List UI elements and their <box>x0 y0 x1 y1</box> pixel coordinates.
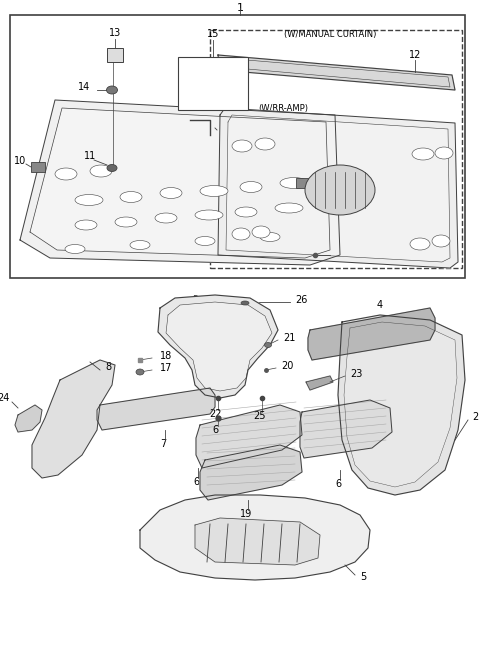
Text: 21: 21 <box>283 333 295 343</box>
Ellipse shape <box>65 244 85 253</box>
Ellipse shape <box>107 86 118 94</box>
Text: 26: 26 <box>295 295 307 305</box>
Ellipse shape <box>275 203 303 213</box>
Text: (W/RR-AMP): (W/RR-AMP) <box>258 103 308 112</box>
Ellipse shape <box>435 147 453 159</box>
Ellipse shape <box>241 301 249 305</box>
Polygon shape <box>15 405 42 432</box>
Text: 24: 24 <box>0 393 10 403</box>
Polygon shape <box>196 405 302 468</box>
Ellipse shape <box>55 168 77 180</box>
Ellipse shape <box>232 228 250 240</box>
Text: 18: 18 <box>160 351 172 361</box>
Polygon shape <box>200 445 302 500</box>
Ellipse shape <box>195 210 223 220</box>
Ellipse shape <box>252 226 270 238</box>
Text: 15: 15 <box>207 29 219 39</box>
Text: 25: 25 <box>254 411 266 421</box>
Text: 2: 2 <box>472 412 478 422</box>
Ellipse shape <box>305 165 375 215</box>
Text: 22: 22 <box>209 409 221 419</box>
Text: 11: 11 <box>84 151 96 161</box>
Ellipse shape <box>432 235 450 247</box>
Ellipse shape <box>90 165 112 177</box>
Text: 6: 6 <box>335 479 341 489</box>
Ellipse shape <box>160 187 182 199</box>
Polygon shape <box>306 376 333 390</box>
Text: 8: 8 <box>105 362 111 372</box>
Bar <box>178 57 248 110</box>
Polygon shape <box>20 100 340 265</box>
Polygon shape <box>226 115 450 262</box>
Polygon shape <box>32 360 115 478</box>
Ellipse shape <box>260 232 280 242</box>
Ellipse shape <box>200 185 228 197</box>
Ellipse shape <box>410 238 430 250</box>
Polygon shape <box>344 322 457 487</box>
Text: 3: 3 <box>192 295 198 305</box>
Text: 9: 9 <box>336 247 342 257</box>
Text: 19: 19 <box>240 509 252 519</box>
Polygon shape <box>30 108 330 258</box>
Ellipse shape <box>107 165 117 172</box>
Text: 10: 10 <box>14 156 26 166</box>
Ellipse shape <box>155 213 177 223</box>
Bar <box>10 15 465 278</box>
Bar <box>31 162 45 172</box>
Bar <box>296 178 310 188</box>
Text: 12: 12 <box>409 50 421 60</box>
Polygon shape <box>308 308 435 360</box>
Ellipse shape <box>75 220 97 230</box>
Ellipse shape <box>136 369 144 375</box>
Text: 6: 6 <box>212 425 218 435</box>
Polygon shape <box>166 302 272 391</box>
Text: 7: 7 <box>160 439 166 449</box>
Polygon shape <box>338 315 465 495</box>
Text: 4: 4 <box>377 300 383 310</box>
Text: 6: 6 <box>193 477 199 487</box>
Ellipse shape <box>120 191 142 202</box>
Ellipse shape <box>255 138 275 150</box>
Polygon shape <box>218 55 455 90</box>
Polygon shape <box>195 518 320 565</box>
Text: 13: 13 <box>109 28 121 38</box>
Ellipse shape <box>280 178 308 189</box>
Polygon shape <box>185 65 238 102</box>
Text: 20: 20 <box>281 361 293 371</box>
Text: 5: 5 <box>360 572 366 582</box>
Polygon shape <box>218 108 458 268</box>
Text: 17: 17 <box>160 363 172 373</box>
Ellipse shape <box>264 343 272 347</box>
Bar <box>107 48 123 62</box>
Ellipse shape <box>75 195 103 206</box>
Ellipse shape <box>240 182 262 193</box>
Ellipse shape <box>412 148 434 160</box>
Text: (W/MANUAL CURTAIN): (W/MANUAL CURTAIN) <box>284 31 376 39</box>
Polygon shape <box>300 400 392 458</box>
Ellipse shape <box>130 240 150 249</box>
Ellipse shape <box>115 217 137 227</box>
Ellipse shape <box>232 140 252 152</box>
Text: 1: 1 <box>237 3 243 13</box>
Text: 14: 14 <box>78 82 90 92</box>
Ellipse shape <box>235 207 257 217</box>
Polygon shape <box>158 295 278 398</box>
Ellipse shape <box>195 236 215 246</box>
Text: 10: 10 <box>323 178 335 188</box>
Polygon shape <box>97 388 215 430</box>
Text: 16: 16 <box>222 123 234 133</box>
Polygon shape <box>140 495 370 580</box>
Text: 23: 23 <box>350 369 362 379</box>
